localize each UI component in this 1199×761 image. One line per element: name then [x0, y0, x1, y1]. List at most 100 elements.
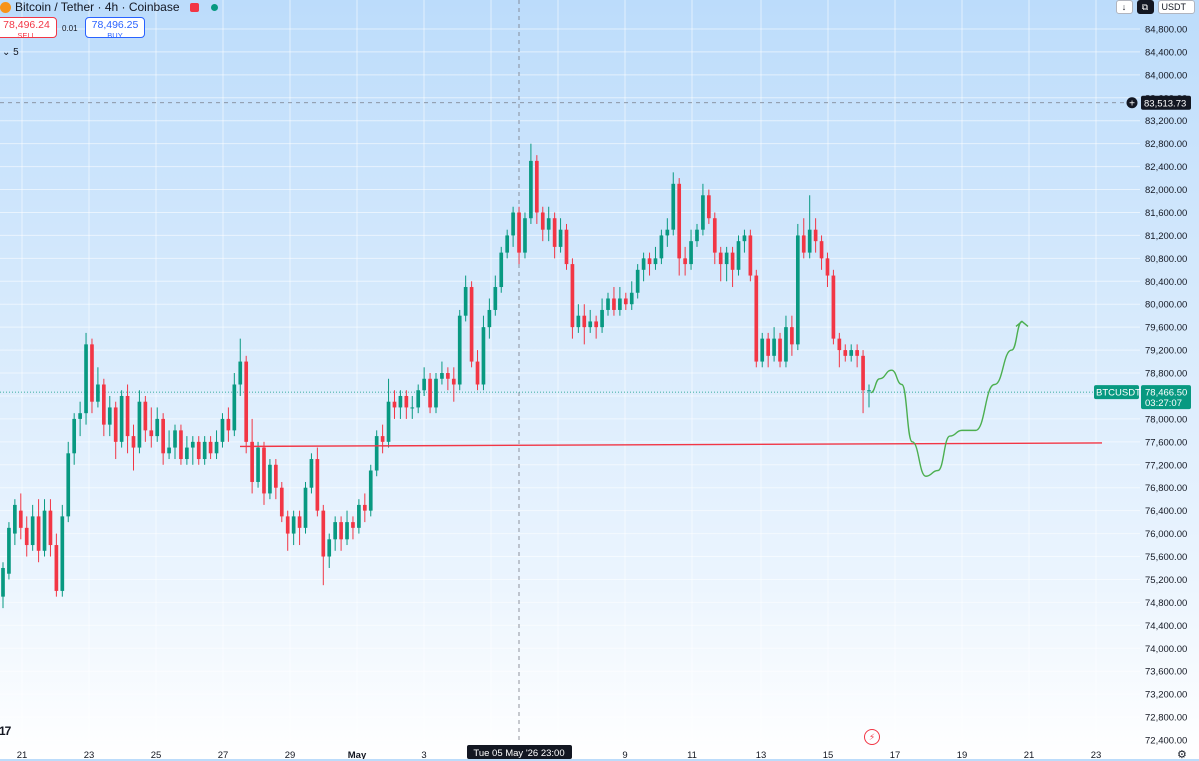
candle-body [695, 229, 699, 242]
candle-body [244, 361, 249, 442]
y-axis-tick-label: 82,800.00 [1145, 139, 1187, 150]
candle-body [297, 516, 302, 528]
candle-body [66, 453, 71, 517]
x-axis-tick-label: 13 [756, 750, 767, 759]
candle-body [208, 441, 213, 454]
candle-body [238, 361, 243, 385]
candle-body [529, 160, 533, 219]
y-axis-tick-label: 77,200.00 [1145, 460, 1187, 471]
candle-body [327, 539, 332, 557]
candle-body [653, 258, 658, 265]
y-axis-tick-label: 81,600.00 [1145, 208, 1187, 219]
candle-body [119, 395, 124, 442]
candle-body [540, 212, 545, 230]
candle-body [321, 510, 326, 557]
x-axis-tick-label: 25 [151, 750, 162, 759]
candle-body [1, 567, 5, 597]
compare-icon[interactable]: ⧉ [1136, 0, 1154, 14]
buy-button[interactable]: 78,496.25 BUY [85, 17, 145, 40]
candle-body [274, 464, 278, 488]
candle-body [161, 418, 165, 454]
currency-select[interactable]: USDT [1157, 0, 1195, 14]
candle-body [268, 464, 272, 494]
y-axis-tick-label: 79,200.00 [1145, 346, 1187, 357]
candle-body [291, 516, 296, 534]
top-right-toolbar: ↓ ⧉ USDT [1115, 0, 1195, 14]
y-axis-tick-label: 74,800.00 [1145, 598, 1187, 609]
candle-body [303, 487, 308, 528]
lightning-icon[interactable]: ⚡ [864, 729, 880, 745]
candle-body [262, 447, 266, 494]
indicators-toggle[interactable]: ⌄ 5 [2, 47, 19, 58]
candle-body [594, 321, 598, 328]
candle-body [523, 218, 527, 253]
candle-body [736, 241, 741, 270]
candle-body [451, 378, 456, 385]
candle-body [558, 229, 563, 247]
candle-body [659, 235, 664, 259]
candle-body [742, 235, 747, 242]
y-axis-tick-label: 84,800.00 [1145, 25, 1187, 36]
candle-body [380, 436, 385, 442]
candle-body [576, 315, 581, 328]
candle-body [481, 327, 486, 385]
candle-body [606, 298, 610, 310]
candle-body [333, 522, 338, 540]
candle-body [410, 407, 415, 409]
candle-body [167, 447, 171, 454]
candle-body [618, 298, 622, 310]
y-axis-tick-label: 74,000.00 [1145, 644, 1187, 655]
candle-body [819, 241, 824, 259]
crosshair-time-badge [467, 745, 572, 759]
y-axis-tick-label: 82,000.00 [1145, 185, 1187, 196]
candle-body [48, 510, 53, 546]
x-axis-tick-label: 11 [687, 750, 697, 759]
candle-body [7, 527, 11, 574]
candle-body [13, 504, 17, 534]
candle-body [392, 401, 397, 408]
candle-body [600, 309, 604, 328]
candle-body [534, 160, 539, 213]
candle-body [18, 510, 23, 528]
y-axis-tick-label: 74,400.00 [1145, 621, 1187, 632]
download-icon[interactable]: ↓ [1115, 0, 1133, 14]
gear-icon[interactable]: ⚙ [1177, 749, 1187, 761]
candle-body [256, 447, 260, 482]
sell-button[interactable]: 78,496.24 SELL [0, 17, 57, 40]
symbol-title[interactable]: Bitcoin / Tether · 4h · Coinbase [15, 0, 180, 14]
y-axis-tick-label: 76,800.00 [1145, 483, 1187, 494]
y-axis-tick-label: 72,800.00 [1145, 713, 1187, 724]
candle-body [125, 395, 130, 437]
candle-body [855, 350, 859, 356]
candle-body [707, 195, 711, 219]
y-axis-tick-label: 76,400.00 [1145, 506, 1187, 517]
candle-body [843, 350, 848, 356]
candle-body [416, 390, 421, 408]
add-alert-icon-glyph: + [1129, 98, 1135, 109]
last-price-symbol: BTCUSDT [1096, 388, 1141, 399]
candle-body [784, 327, 788, 362]
candle-body [30, 516, 35, 546]
buy-price: 78,496.25 [91, 19, 139, 31]
candle-body [641, 258, 646, 270]
candle-body [90, 344, 94, 402]
candle-body [137, 401, 142, 448]
y-axis-tick-label: 75,200.00 [1145, 575, 1187, 586]
last-price-badge [1141, 385, 1191, 410]
x-axis-tick-label: 23 [1091, 750, 1102, 759]
candle-body [463, 287, 468, 316]
candle-body [718, 252, 723, 265]
support-trend-line [239, 442, 1103, 448]
candle-body [42, 510, 47, 551]
x-axis-tick-label: 29 [285, 750, 296, 759]
candle-body [801, 235, 806, 253]
candle-body [867, 390, 871, 392]
candle-body [582, 315, 587, 328]
candle-body [475, 361, 480, 385]
y-axis-tick-label: 84,400.00 [1145, 47, 1187, 58]
candle-body [813, 229, 818, 242]
candle-body [469, 287, 474, 362]
candle-body [96, 384, 100, 402]
candle-body [701, 195, 705, 230]
